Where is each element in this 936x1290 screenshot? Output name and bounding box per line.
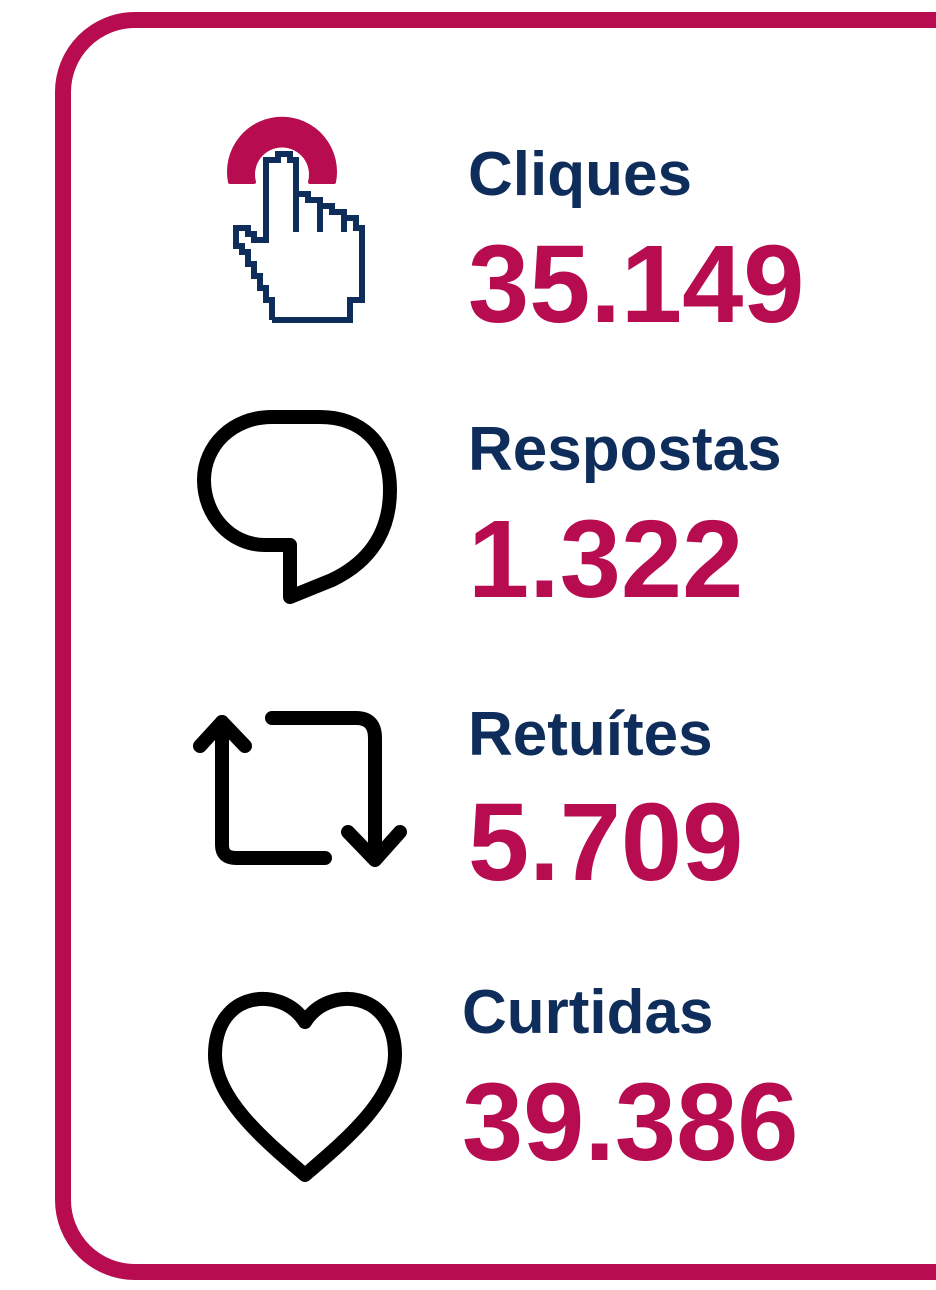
stat-label: Curtidas <box>462 978 713 1047</box>
stat-value: 5.709 <box>468 781 743 904</box>
click-icon <box>227 116 365 323</box>
stat-label: Cliques <box>468 140 692 209</box>
stat-value: 1.322 <box>468 498 743 621</box>
card-border <box>55 12 936 1280</box>
stat-value: 35.149 <box>468 223 804 346</box>
stat-label: Retuítes <box>468 700 713 769</box>
stat-label: Respostas <box>468 415 782 484</box>
like-icon <box>208 991 402 1182</box>
stat-value: 39.386 <box>462 1061 798 1184</box>
reply-icon <box>197 410 397 604</box>
retweet-icon <box>193 711 407 867</box>
